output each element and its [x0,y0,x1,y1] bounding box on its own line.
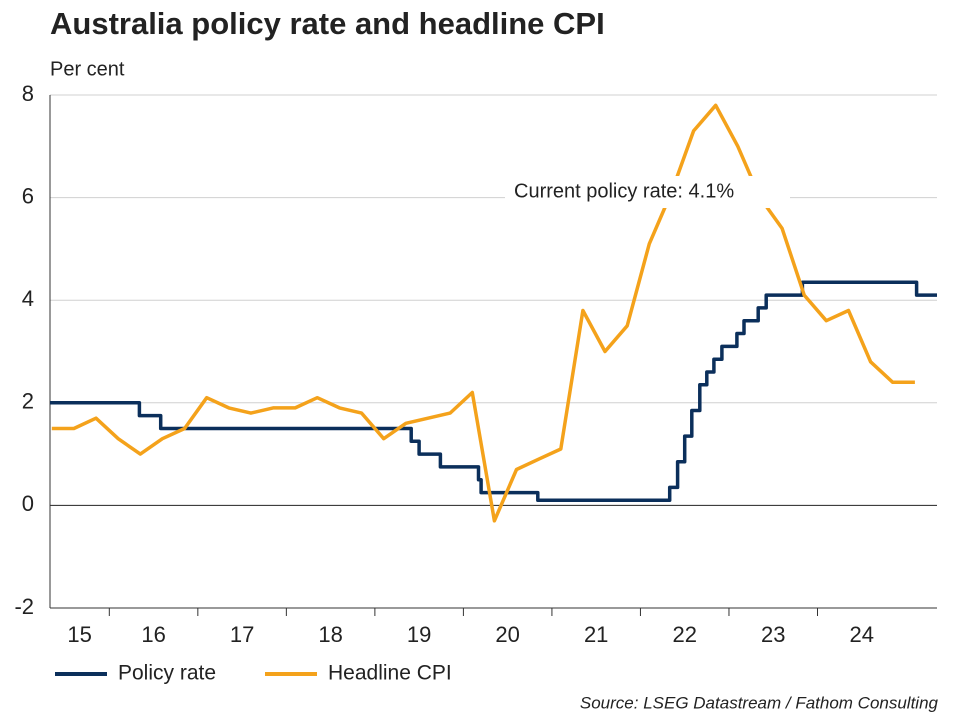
line [51,103,915,523]
source: Source: LSEG Datastream / Fathom Consult… [580,693,939,712]
legend-label: Headline CPI [328,662,452,685]
x-tick-label: 19 [407,622,431,647]
y-tick-label: 0 [22,491,34,516]
line [50,280,937,503]
x-tick-label: 24 [850,622,874,647]
legend-label: Policy rate [118,662,216,685]
x-tick-label: 18 [318,622,342,647]
x-tick-label: 22 [672,622,696,647]
y-tick-label: 6 [22,183,34,208]
x-tick-label: 15 [67,622,91,647]
x-tick-label: 16 [141,622,165,647]
x-tick-label: 21 [584,622,608,647]
chart-title: Australia policy rate and headline CPI [50,6,605,41]
y-tick-label: -2 [14,594,34,619]
x-tick-label: 20 [495,622,519,647]
y-tick-label: 4 [22,286,34,311]
chart-subtitle: Per cent [50,58,125,80]
y-tick-label: 8 [22,81,34,106]
annotation: Current policy rate: 4.1% [514,180,734,202]
x-tick-label: 23 [761,622,785,647]
x-tick-label: 17 [230,622,254,647]
y-tick-label: 2 [22,389,34,414]
annotation-box [505,176,790,208]
